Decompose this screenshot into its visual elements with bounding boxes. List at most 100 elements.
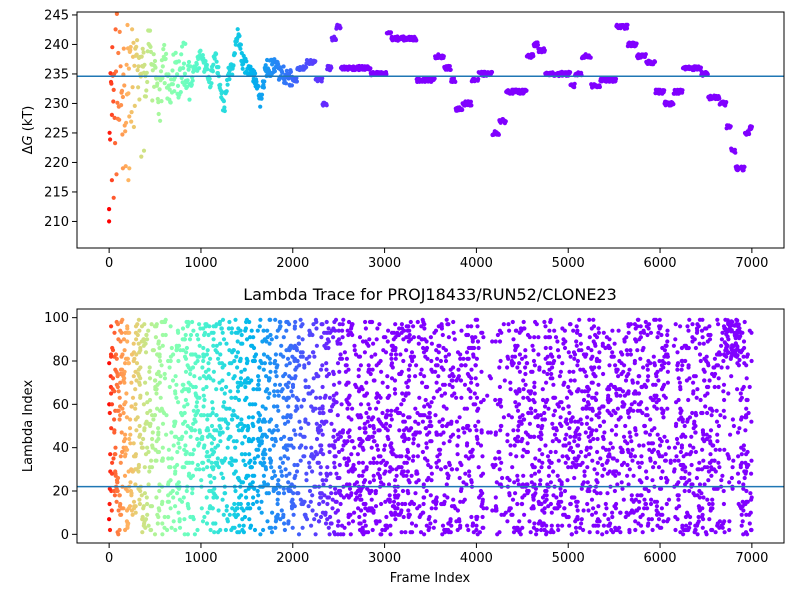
delta-g-point — [120, 132, 125, 137]
delta-g-point — [124, 62, 129, 67]
lambda-point — [317, 410, 322, 416]
lambda-point — [133, 510, 138, 515]
lambda-point — [639, 454, 644, 459]
delta-g-point — [190, 78, 195, 83]
lambda-point — [432, 330, 437, 335]
lambda-point — [241, 530, 246, 535]
lambda-point — [561, 406, 566, 411]
lambda-point — [595, 460, 600, 465]
lambda-point — [204, 352, 209, 357]
lambda-point — [437, 419, 442, 424]
lambda-point — [181, 348, 186, 353]
delta-g-point — [261, 85, 266, 90]
lambda-point — [675, 367, 680, 372]
delta-g-point — [147, 28, 153, 33]
lambda-point — [157, 508, 162, 513]
lambda-point — [616, 328, 621, 333]
lambda-point — [377, 519, 382, 524]
lambda-point — [676, 397, 681, 403]
lambda-point — [224, 508, 229, 513]
lambda-point — [525, 332, 531, 338]
lambda-point — [458, 378, 464, 383]
lambda-point — [278, 456, 283, 461]
lambda-point — [729, 475, 735, 481]
delta-g-point — [625, 22, 630, 27]
lambda-point — [513, 345, 519, 351]
delta-g-point — [329, 65, 334, 70]
lambda-point — [661, 365, 666, 370]
lambda-point — [549, 460, 554, 465]
lambda-point — [515, 428, 521, 433]
lambda-point — [324, 361, 329, 366]
lambda-point — [173, 527, 178, 533]
lambda-point — [450, 384, 455, 390]
lambda-point — [696, 504, 702, 509]
lambda-point — [391, 330, 397, 335]
lambda-point — [651, 465, 656, 470]
lambda-point — [168, 478, 173, 483]
lambda-point — [636, 374, 641, 379]
lambda-point — [749, 458, 754, 463]
lambda-point — [381, 482, 386, 487]
lambda-point — [282, 454, 287, 459]
lambda-point — [690, 335, 695, 340]
lambda-point — [156, 426, 161, 431]
lambda-point — [266, 395, 271, 400]
lambda-point — [553, 335, 559, 340]
lambda-point — [471, 402, 476, 407]
lambda-point — [662, 434, 667, 439]
lambda-point — [700, 525, 705, 530]
lambda-point — [149, 322, 154, 327]
lambda-point — [440, 417, 445, 422]
lambda-point — [147, 397, 153, 403]
lambda-point — [577, 436, 582, 442]
lambda-point — [389, 363, 394, 368]
lambda-point — [273, 473, 278, 478]
lambda-point — [678, 449, 684, 455]
lambda-point — [579, 521, 584, 526]
lambda-point — [146, 421, 151, 426]
lambda-point — [421, 345, 426, 351]
lambda-point — [281, 512, 286, 517]
lambda-point — [357, 514, 362, 520]
lambda-point — [297, 419, 302, 424]
lambda-point — [109, 471, 115, 476]
lambda-point — [134, 428, 139, 433]
lambda-point — [435, 465, 440, 470]
delta-g-y-tick-label: 235 — [44, 67, 69, 82]
lambda-point — [340, 322, 345, 327]
lambda-point — [366, 402, 371, 407]
lambda-point — [636, 391, 642, 396]
lambda-point — [597, 350, 602, 355]
lambda-point — [376, 454, 381, 459]
delta-g-point — [139, 154, 144, 159]
delta-g-point — [258, 104, 263, 109]
lambda-point — [621, 434, 627, 439]
lambda-point — [743, 428, 748, 433]
lambda-point — [425, 384, 430, 390]
lambda-point — [429, 358, 434, 364]
lambda-point — [304, 517, 310, 522]
delta-g-x-tick-label: 6000 — [643, 256, 676, 271]
lambda-point — [398, 371, 403, 377]
delta-g-point — [254, 79, 259, 84]
lambda-point — [171, 352, 176, 357]
delta-g-point — [244, 59, 249, 64]
lambda-point — [361, 469, 366, 474]
lambda-point — [145, 410, 150, 416]
lambda-point — [284, 348, 289, 353]
lambda-point — [304, 471, 309, 476]
lambda-point — [500, 475, 505, 481]
lambda-point — [677, 380, 683, 385]
lambda-point — [293, 319, 298, 325]
lambda-point — [608, 521, 613, 526]
lambda-point — [464, 350, 470, 355]
lambda-point — [302, 512, 307, 517]
lambda-point — [298, 432, 303, 437]
lambda-point — [474, 395, 480, 400]
lambda-point — [265, 387, 270, 392]
lambda-point — [275, 389, 280, 394]
delta-g-point — [572, 81, 577, 86]
lambda-point — [582, 473, 587, 478]
lambda-point — [682, 343, 687, 348]
